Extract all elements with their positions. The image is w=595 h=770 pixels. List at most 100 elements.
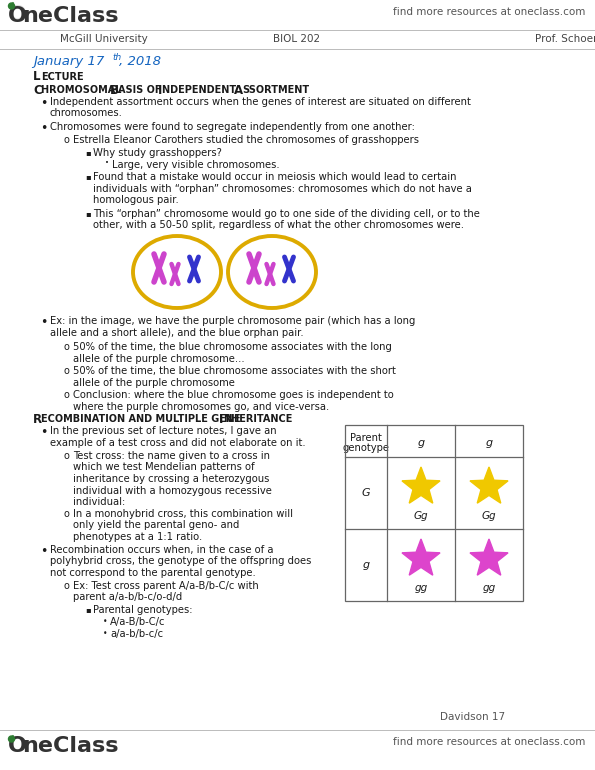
Text: Test cross: the name given to a cross in: Test cross: the name given to a cross in <box>73 451 270 461</box>
Text: example of a test cross and did not elaborate on it.: example of a test cross and did not elab… <box>50 437 306 447</box>
Text: gg: gg <box>414 583 428 593</box>
Text: ▪: ▪ <box>85 172 90 181</box>
Text: •: • <box>40 316 48 329</box>
Text: O: O <box>8 5 27 25</box>
Text: In the previous set of lecture notes, I gave an: In the previous set of lecture notes, I … <box>50 426 277 436</box>
Text: allele of the purple chromosome: allele of the purple chromosome <box>73 377 235 387</box>
Text: C: C <box>33 84 42 97</box>
Text: Why study grasshoppers?: Why study grasshoppers? <box>93 148 222 158</box>
Text: •: • <box>40 122 48 135</box>
Text: th: th <box>112 53 121 62</box>
Polygon shape <box>402 467 440 503</box>
Text: •: • <box>40 545 48 558</box>
Text: find more resources at oneclass.com: find more resources at oneclass.com <box>393 737 585 747</box>
Text: Chromosomes were found to segregate independently from one another:: Chromosomes were found to segregate inde… <box>50 122 415 132</box>
Text: o: o <box>63 135 69 145</box>
Polygon shape <box>470 539 508 575</box>
Text: find more resources at oneclass.com: find more resources at oneclass.com <box>393 7 585 17</box>
Text: G: G <box>362 488 370 498</box>
Text: individual with a homozygous recessive: individual with a homozygous recessive <box>73 486 272 496</box>
Text: Parent: Parent <box>350 433 382 443</box>
Text: R: R <box>33 413 42 426</box>
Text: phenotypes at a 1:1 ratio.: phenotypes at a 1:1 ratio. <box>73 532 202 542</box>
Text: other, with a 50-50 split, regardless of what the other chromosomes were.: other, with a 50-50 split, regardless of… <box>93 220 464 230</box>
Text: o: o <box>63 451 69 461</box>
Bar <box>345 425 523 601</box>
Text: only yield the parental geno- and: only yield the parental geno- and <box>73 521 239 531</box>
Text: NDEPENDENT: NDEPENDENT <box>162 85 240 95</box>
Text: A/a-B/b-C/c: A/a-B/b-C/c <box>110 617 165 627</box>
Text: a/a-b/b-c/c: a/a-b/b-c/c <box>110 629 163 639</box>
Text: I: I <box>158 84 162 97</box>
Text: gg: gg <box>483 583 496 593</box>
Text: o: o <box>63 390 69 400</box>
Text: g: g <box>362 560 369 570</box>
Text: Recombination occurs when, in the case of a: Recombination occurs when, in the case o… <box>50 545 274 555</box>
Text: •: • <box>103 629 108 638</box>
Text: Found that a mistake would occur in meiosis which would lead to certain: Found that a mistake would occur in meio… <box>93 172 456 182</box>
Text: which we test Mendelian patterns of: which we test Mendelian patterns of <box>73 463 255 473</box>
Text: g: g <box>418 438 425 448</box>
Text: I: I <box>219 413 223 426</box>
Text: O: O <box>8 736 27 756</box>
Text: Prof. Schoen: Prof. Schoen <box>535 34 595 44</box>
Text: SSORTMENT: SSORTMENT <box>242 85 309 95</box>
Circle shape <box>8 736 14 742</box>
Text: This “orphan” chromosome would go to one side of the dividing cell, or to the: This “orphan” chromosome would go to one… <box>93 209 480 219</box>
Text: Ex: Test cross parent A/a-B/b-C/c with: Ex: Test cross parent A/a-B/b-C/c with <box>73 581 259 591</box>
Text: BIOL 202: BIOL 202 <box>274 34 321 44</box>
Text: A: A <box>234 84 243 97</box>
Text: o: o <box>63 342 69 352</box>
Text: Gg: Gg <box>414 511 428 521</box>
Text: polyhybrid cross, the genotype of the offspring does: polyhybrid cross, the genotype of the of… <box>50 557 311 567</box>
Text: inheritance by crossing a heterozygous: inheritance by crossing a heterozygous <box>73 474 270 484</box>
Text: HROMOSOMAL: HROMOSOMAL <box>41 85 125 95</box>
Text: genotype: genotype <box>343 443 390 453</box>
Text: O: O <box>8 6 27 26</box>
Polygon shape <box>402 539 440 575</box>
Text: o: o <box>63 366 69 376</box>
Text: o: o <box>63 581 69 591</box>
Text: NHERITANCE: NHERITANCE <box>223 414 292 424</box>
Text: •: • <box>40 426 48 439</box>
Text: L: L <box>33 70 40 83</box>
Text: neClass: neClass <box>22 6 118 26</box>
Text: where the purple chromosomes go, and vice-versa.: where the purple chromosomes go, and vic… <box>73 401 329 411</box>
Text: January 17: January 17 <box>33 55 104 68</box>
Text: Conclusion: where the blue chromosome goes is independent to: Conclusion: where the blue chromosome go… <box>73 390 394 400</box>
Text: g: g <box>486 438 493 448</box>
Text: ▪: ▪ <box>85 209 90 218</box>
Text: ▪: ▪ <box>85 605 90 614</box>
Text: allele of the purple chromosome...: allele of the purple chromosome... <box>73 353 245 363</box>
Text: ECOMBINATION AND MULTIPLE GENE: ECOMBINATION AND MULTIPLE GENE <box>41 414 244 424</box>
Text: Large, very visible chromosomes.: Large, very visible chromosomes. <box>112 160 280 170</box>
Text: not correspond to the parental genotype.: not correspond to the parental genotype. <box>50 568 256 578</box>
Text: B: B <box>110 84 119 97</box>
Text: Parental genotypes:: Parental genotypes: <box>93 605 193 615</box>
Text: O: O <box>8 736 27 756</box>
Text: McGill University: McGill University <box>60 34 148 44</box>
Text: ▪: ▪ <box>85 148 90 157</box>
Text: parent a/a-b/b-c/o-d/d: parent a/a-b/b-c/o-d/d <box>73 592 182 602</box>
Text: •: • <box>103 617 108 626</box>
Polygon shape <box>470 467 508 503</box>
Text: •: • <box>40 97 48 110</box>
Text: individual:: individual: <box>73 497 126 507</box>
Text: neClass: neClass <box>22 736 118 756</box>
Text: individuals with “orphan” chromosomes: chromosomes which do not have a: individuals with “orphan” chromosomes: c… <box>93 183 472 193</box>
Text: Davidson 17: Davidson 17 <box>440 712 505 722</box>
Text: 50% of the time, the blue chromosome associates with the short: 50% of the time, the blue chromosome ass… <box>73 366 396 376</box>
Text: ECTURE: ECTURE <box>41 72 84 82</box>
Text: allele and a short allele), and the blue orphan pair.: allele and a short allele), and the blue… <box>50 327 303 337</box>
Text: Gg: Gg <box>482 511 496 521</box>
Text: o: o <box>63 509 69 519</box>
Text: Ex: in the image, we have the purple chromosome pair (which has a long: Ex: in the image, we have the purple chr… <box>50 316 415 326</box>
Text: chromosomes.: chromosomes. <box>50 109 123 119</box>
Text: homologous pair.: homologous pair. <box>93 195 178 205</box>
Text: Estrella Eleanor Carothers studied the chromosomes of grasshoppers: Estrella Eleanor Carothers studied the c… <box>73 135 419 145</box>
Text: ASIS OF: ASIS OF <box>118 85 165 95</box>
Text: , 2018: , 2018 <box>119 55 161 68</box>
Text: •: • <box>105 160 109 166</box>
Text: 50% of the time, the blue chromosome associates with the long: 50% of the time, the blue chromosome ass… <box>73 342 392 352</box>
Text: In a monohybrid cross, this combination will: In a monohybrid cross, this combination … <box>73 509 293 519</box>
